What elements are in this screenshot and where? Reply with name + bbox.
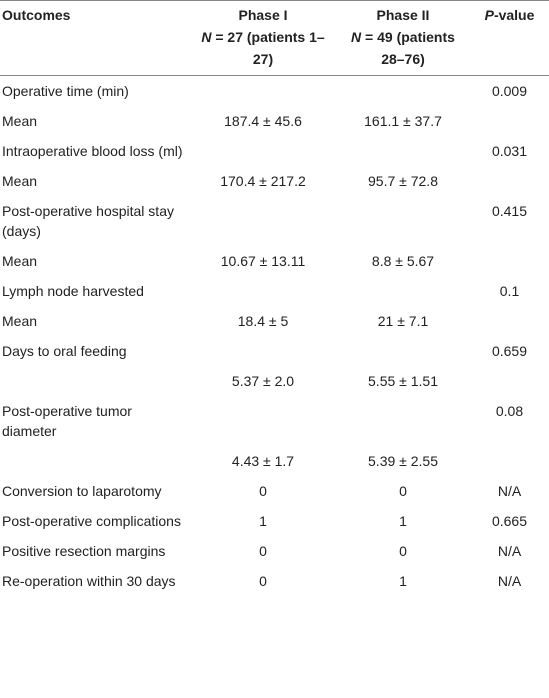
- header-label: Phase I: [238, 7, 288, 23]
- header-cell: P-value: [470, 1, 549, 76]
- table-cell: 0: [259, 573, 267, 589]
- table-row: 5.37 ± 2.0 5.55 ± 1.51: [0, 366, 549, 396]
- table-cell: [190, 396, 336, 446]
- table-body: Operative time (min) 0.009 Mean 187.4 ± 45.…: [0, 76, 549, 597]
- table-cell: 4.43 ± 1.7: [231, 453, 295, 469]
- table-row: Mean 170.4 ± 217.2 95.7 ± 72.8: [0, 166, 549, 196]
- table-cell: Mean: [2, 173, 38, 189]
- table-cell: [336, 136, 470, 166]
- table-cell: 95.7 ± 72.8: [368, 173, 438, 189]
- table-cell: 5.55 ± 1.51: [368, 373, 438, 389]
- table-cell: [470, 246, 549, 276]
- table-cell: 0: [259, 483, 267, 499]
- table-cell: [470, 366, 549, 396]
- table-cell: [336, 396, 470, 446]
- table-cell: 0.08: [495, 403, 524, 419]
- table-cell: [190, 196, 336, 246]
- table-cell: N/A: [497, 573, 522, 589]
- table-cell: 0: [399, 483, 407, 499]
- table-cell: [470, 306, 549, 336]
- table-cell: [190, 76, 336, 107]
- table-row: Post-operative tumor diameter 0.08: [0, 396, 549, 446]
- table-cell: 0.031: [491, 143, 528, 159]
- n-symbol: N: [201, 29, 212, 45]
- table-row: Conversion to laparotomy 0 0 N/A: [0, 476, 549, 506]
- header-label: -value: [493, 7, 535, 23]
- table-cell: 187.4 ± 45.6: [224, 113, 302, 129]
- table-cell: Intraoperative blood loss (ml): [2, 143, 183, 159]
- table-row: Post-operative hospital stay (days) 0.415: [0, 196, 549, 246]
- table-cell: 0.009: [491, 83, 528, 99]
- n-text: = 27 (patients 1–27): [211, 29, 325, 67]
- table-cell: [190, 336, 336, 366]
- table-cell: 21 ± 7.1: [377, 313, 429, 329]
- table-row: Mean 10.67 ± 13.11 8.8 ± 5.67: [0, 246, 549, 276]
- table-row: Operative time (min) 0.009: [0, 76, 549, 107]
- table-cell: Re-operation within 30 days: [2, 573, 176, 589]
- table-cell: Mean: [2, 313, 38, 329]
- table-row: Post-operative complications 1 1 0.665: [0, 506, 549, 536]
- table-cell: N/A: [497, 483, 522, 499]
- table-cell: [190, 136, 336, 166]
- table-cell: 5.39 ± 2.55: [368, 453, 438, 469]
- table-cell: [336, 76, 470, 107]
- table-cell: 0.659: [491, 343, 528, 359]
- table-cell: 0.415: [491, 203, 528, 219]
- table-cell: 5.37 ± 2.0: [231, 373, 295, 389]
- header-row: Outcomes Phase I N = 27 (patients 1–27) P…: [0, 0, 549, 76]
- table-cell: 10.67 ± 13.11: [220, 253, 306, 269]
- table-header: Outcomes Phase I N = 27 (patients 1–27) P…: [0, 0, 549, 76]
- table-cell: 1: [259, 513, 267, 529]
- header-cell: Phase II N = 49 (patients 28–76): [336, 1, 470, 76]
- table-cell: 0.665: [491, 513, 528, 529]
- table-row: Mean 18.4 ± 5 21 ± 7.1: [0, 306, 549, 336]
- table-cell: N/A: [497, 543, 522, 559]
- n-text: = 49 (patients 28–76): [361, 29, 455, 67]
- table-cell: Mean: [2, 113, 38, 129]
- table-cell: [0, 446, 190, 476]
- table-cell: [190, 276, 336, 306]
- table-cell: 1: [399, 573, 407, 589]
- table-cell: Lymph node harvested: [2, 283, 144, 299]
- table-cell: Post-operative tumor diameter: [2, 403, 132, 439]
- table-cell: Post-operative hospital stay (days): [2, 203, 174, 239]
- table-cell: 0: [259, 543, 267, 559]
- table-row: Re-operation within 30 days 0 1 N/A: [0, 566, 549, 596]
- table-cell: Conversion to laparotomy: [2, 483, 162, 499]
- header-label: Phase II: [376, 7, 430, 23]
- table-cell: Days to oral feeding: [2, 343, 127, 359]
- table-cell: [336, 336, 470, 366]
- table-cell: [336, 276, 470, 306]
- table-cell: Post-operative complications: [2, 513, 181, 529]
- header-label: Outcomes: [2, 7, 71, 23]
- table-cell: [470, 166, 549, 196]
- table-cell: [336, 196, 470, 246]
- table-cell: 161.1 ± 37.7: [364, 113, 442, 129]
- table-cell: 0.1: [499, 283, 520, 299]
- table-cell: [0, 366, 190, 396]
- table-cell: Operative time (min): [2, 83, 129, 99]
- table-cell: 8.8 ± 5.67: [371, 253, 435, 269]
- table-cell: 0: [399, 543, 407, 559]
- table-row: 4.43 ± 1.7 5.39 ± 2.55: [0, 446, 549, 476]
- table-cell: 18.4 ± 5: [237, 313, 289, 329]
- table-cell: Mean: [2, 253, 38, 269]
- header-cell: Phase I N = 27 (patients 1–27): [190, 1, 336, 76]
- header-cell: Outcomes: [0, 1, 190, 76]
- n-symbol: N: [351, 29, 362, 45]
- p-symbol: P: [484, 7, 494, 23]
- table-row: Lymph node harvested 0.1: [0, 276, 549, 306]
- table-cell: [470, 446, 549, 476]
- table-cell: 1: [399, 513, 407, 529]
- table-cell: 170.4 ± 217.2: [220, 173, 306, 189]
- table-row: Positive resection margins 0 0 N/A: [0, 536, 549, 566]
- table-row: Intraoperative blood loss (ml) 0.031: [0, 136, 549, 166]
- outcomes-table: Outcomes Phase I N = 27 (patients 1–27) P…: [0, 0, 549, 597]
- table-cell: [470, 106, 549, 136]
- table-row: Mean 187.4 ± 45.6 161.1 ± 37.7: [0, 106, 549, 136]
- table-cell: Positive resection margins: [2, 543, 166, 559]
- table-row: Days to oral feeding 0.659: [0, 336, 549, 366]
